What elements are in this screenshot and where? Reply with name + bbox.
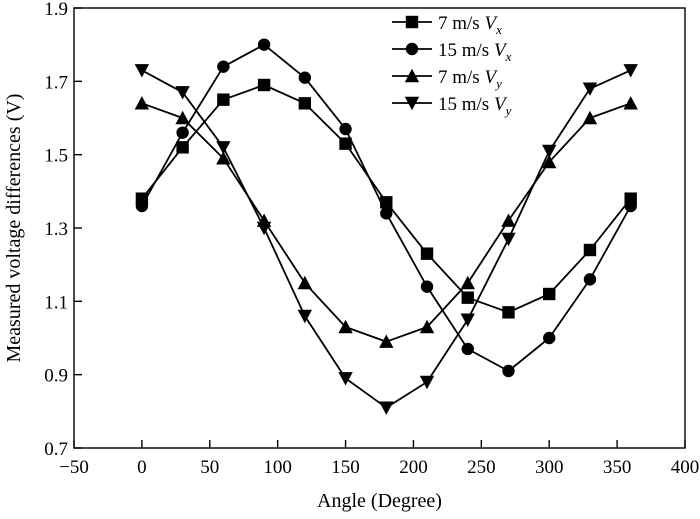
legend-entry: 15 m/s Vy bbox=[392, 94, 512, 118]
series-4 bbox=[134, 64, 638, 415]
plot-area bbox=[134, 38, 638, 415]
series-line bbox=[141, 69, 632, 409]
x-tick-label: 250 bbox=[467, 457, 496, 478]
data-point bbox=[461, 342, 474, 356]
data-point bbox=[583, 273, 597, 286]
data-point bbox=[502, 306, 515, 319]
data-point bbox=[216, 151, 231, 165]
data-point bbox=[419, 375, 435, 390]
data-point bbox=[420, 247, 434, 260]
data-point bbox=[217, 60, 230, 73]
y-tick-label: 1.1 bbox=[44, 292, 68, 313]
plot-frame bbox=[73, 7, 686, 449]
data-point bbox=[338, 319, 353, 334]
data-point bbox=[297, 309, 313, 324]
data-point bbox=[583, 243, 597, 257]
x-tick-label: 400 bbox=[671, 457, 700, 478]
data-point bbox=[582, 110, 598, 125]
x-tick-label: 100 bbox=[263, 457, 292, 478]
data-point bbox=[216, 141, 231, 155]
data-point bbox=[338, 372, 353, 386]
x-tick-label: 300 bbox=[535, 457, 564, 478]
data-point bbox=[135, 199, 149, 213]
data-point bbox=[298, 71, 312, 84]
legend-marker bbox=[405, 15, 419, 29]
data-point bbox=[134, 96, 150, 110]
y-tick-label: 1.5 bbox=[44, 146, 68, 167]
data-point bbox=[542, 144, 557, 159]
y-tick-label: 1.9 bbox=[44, 0, 68, 20]
data-point bbox=[257, 78, 271, 92]
x-axis-label: Angle (Degree) bbox=[317, 490, 442, 512]
data-point bbox=[582, 82, 598, 96]
series-1 bbox=[135, 78, 637, 319]
legend-entry: 15 m/s Vx bbox=[392, 40, 512, 64]
data-point bbox=[339, 137, 352, 150]
data-point bbox=[501, 213, 516, 227]
y-tick-label: 0.7 bbox=[44, 439, 68, 460]
data-point bbox=[419, 319, 435, 334]
data-point bbox=[297, 275, 313, 290]
data-point bbox=[339, 122, 352, 136]
series-2 bbox=[135, 38, 637, 378]
legend-label: 15 m/s Vy bbox=[438, 94, 512, 118]
data-point bbox=[543, 287, 556, 301]
data-point bbox=[420, 280, 434, 293]
data-point bbox=[379, 401, 394, 415]
data-point bbox=[134, 64, 150, 78]
y-axis-label: Measured voltage differences (V) bbox=[3, 94, 25, 363]
legend-marker bbox=[404, 68, 420, 83]
legend-label: 7 m/s Vy bbox=[438, 67, 502, 91]
legend-marker bbox=[405, 42, 419, 56]
data-point bbox=[257, 38, 271, 51]
data-point bbox=[460, 275, 475, 290]
legend: 7 m/s Vx 15 m/s Vx 7 m/s Vy 15 m/s Vy bbox=[392, 13, 512, 118]
x-tick-label: 0 bbox=[137, 457, 147, 478]
x-tick-label: 350 bbox=[603, 457, 632, 478]
y-tick-label: 1.7 bbox=[44, 72, 68, 93]
data-point bbox=[624, 199, 637, 213]
data-point bbox=[502, 364, 515, 378]
data-point bbox=[176, 126, 189, 139]
x-tick-label: 150 bbox=[331, 457, 360, 478]
data-point bbox=[298, 97, 312, 110]
data-point bbox=[175, 86, 190, 100]
data-point bbox=[380, 207, 393, 220]
data-point bbox=[217, 93, 230, 106]
x-tick-label: 200 bbox=[399, 457, 428, 478]
legend-entry: 7 m/s Vy bbox=[392, 67, 502, 91]
x-tick-label: 50 bbox=[200, 457, 219, 478]
data-point bbox=[501, 232, 516, 247]
data-point bbox=[623, 64, 638, 78]
data-point bbox=[176, 141, 189, 154]
legend-entry: 7 m/s Vx bbox=[392, 13, 502, 37]
legend-label: 15 m/s Vx bbox=[438, 40, 512, 64]
data-point bbox=[256, 221, 272, 236]
legend-marker bbox=[404, 96, 420, 111]
series-3 bbox=[134, 96, 638, 348]
y-tick-label: 0.9 bbox=[44, 366, 68, 387]
data-point bbox=[379, 334, 394, 348]
data-point bbox=[543, 331, 556, 345]
data-point bbox=[175, 110, 190, 125]
data-point bbox=[542, 154, 557, 169]
x-tick-label: −50 bbox=[59, 457, 89, 478]
ticks: −50 0 50 100 150 200 250 300 350 400 0.7 0.9 1.1 1.3 1… bbox=[44, 0, 699, 478]
legend-label: 7 m/s Vx bbox=[438, 13, 502, 37]
data-point bbox=[460, 313, 475, 327]
data-point bbox=[461, 291, 474, 304]
y-tick-label: 1.3 bbox=[44, 219, 68, 240]
axes bbox=[73, 7, 686, 449]
data-point bbox=[623, 96, 638, 110]
